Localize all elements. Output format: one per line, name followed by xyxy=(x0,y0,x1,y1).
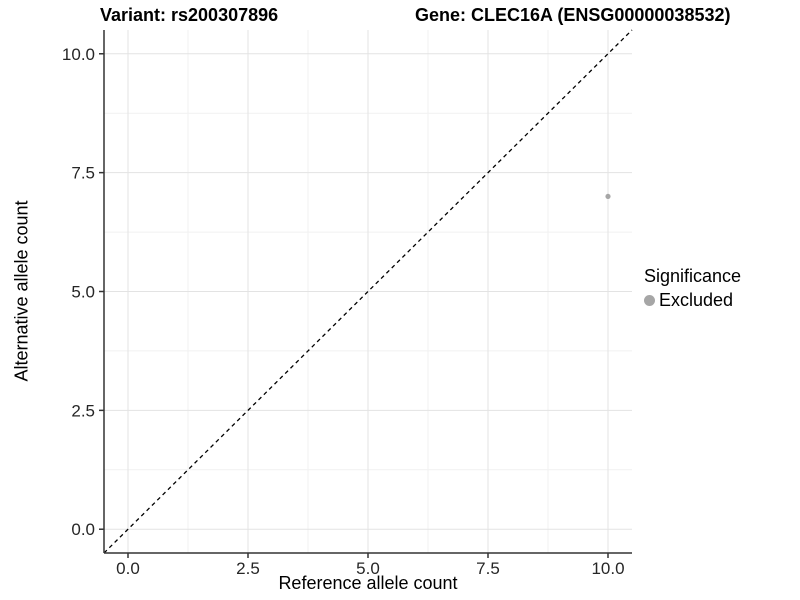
legend-item-excluded: Excluded xyxy=(644,290,741,311)
y-tick-label: 5.0 xyxy=(71,283,95,302)
x-tick-label: 0.0 xyxy=(116,559,140,578)
plot-title-gene: Gene: CLEC16A (ENSG00000038532) xyxy=(415,5,731,25)
legend-key-dot-icon xyxy=(644,295,655,306)
legend-item-label: Excluded xyxy=(659,290,734,310)
identity-dashed-line xyxy=(103,29,633,554)
y-tick-label: 2.5 xyxy=(71,401,95,420)
x-tick-label: 7.5 xyxy=(476,559,500,578)
y-tick-label: 7.5 xyxy=(71,164,95,183)
legend-title: Significance xyxy=(644,266,742,286)
x-tick-label: 2.5 xyxy=(236,559,260,578)
x-tick-label: 10.0 xyxy=(591,559,624,578)
data-point-excluded xyxy=(605,193,611,200)
legend: Significance Excluded xyxy=(644,266,741,311)
x-tick-label: 5.0 xyxy=(356,559,380,578)
x-axis-title: Reference allele count xyxy=(278,573,458,593)
y-tick-label: 0.0 xyxy=(71,520,95,539)
plot-title-variant: Variant: rs200307896 xyxy=(100,5,279,25)
y-tick-label: 10.0 xyxy=(62,45,95,64)
